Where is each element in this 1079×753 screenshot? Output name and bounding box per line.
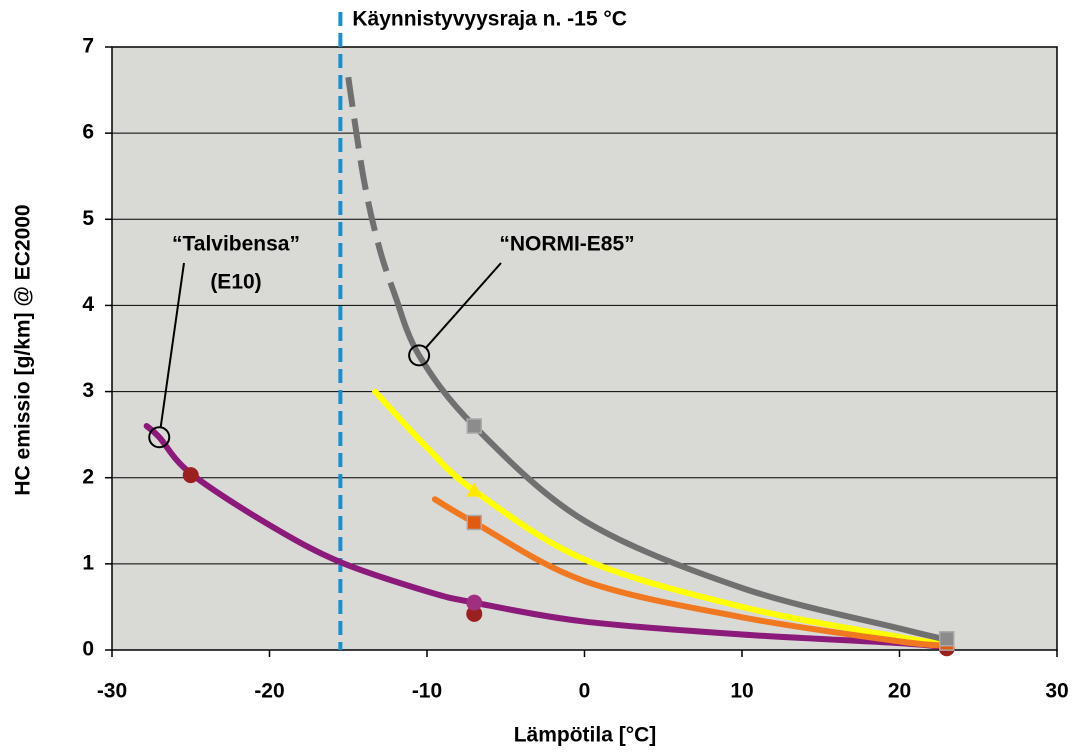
marker xyxy=(182,467,199,484)
x-tick-label: 10 xyxy=(730,680,753,703)
y-tick-label: 5 xyxy=(82,207,94,230)
x-tick-label: 30 xyxy=(1045,680,1068,703)
y-tick-label: 7 xyxy=(82,35,94,58)
limit-label: Käynnistyvyysraja n. -15 °C xyxy=(352,8,627,31)
annotation-label: “NORMI-E85” xyxy=(499,233,634,256)
x-axis-label: Lämpötila [°C] xyxy=(514,724,657,747)
annotation-label: “Talvibensa” xyxy=(172,233,300,256)
y-axis-label: HC emissio [g/km] @ EC2000 xyxy=(12,204,35,495)
line xyxy=(345,76,399,298)
annotation-point xyxy=(408,344,431,367)
marker xyxy=(466,605,483,622)
y-tick-label: 1 xyxy=(82,551,94,574)
y-tick-label: 2 xyxy=(82,465,94,488)
marker xyxy=(466,418,482,434)
leader-line xyxy=(159,262,185,428)
y-tick-label: 4 xyxy=(82,293,94,316)
plot-frame xyxy=(111,46,1058,651)
annotation-label: (E10) xyxy=(210,271,261,294)
plot-background xyxy=(112,47,1057,650)
marker xyxy=(466,594,483,611)
line xyxy=(372,388,950,647)
x-tick-label: -10 xyxy=(412,680,442,703)
y-tick-label: 0 xyxy=(82,638,94,661)
x-tick-label: 0 xyxy=(579,680,591,703)
x-tick-label: -30 xyxy=(97,680,127,703)
y-tick-label: 6 xyxy=(82,121,94,144)
x-tick-label: 20 xyxy=(888,680,911,703)
marker xyxy=(466,514,482,531)
line xyxy=(392,293,950,643)
marker xyxy=(939,631,955,647)
leader-line xyxy=(425,262,502,349)
y-tick-label: 3 xyxy=(82,379,94,402)
x-tick-label: -20 xyxy=(254,680,284,703)
marker xyxy=(466,482,483,497)
annotation-point xyxy=(148,426,171,449)
